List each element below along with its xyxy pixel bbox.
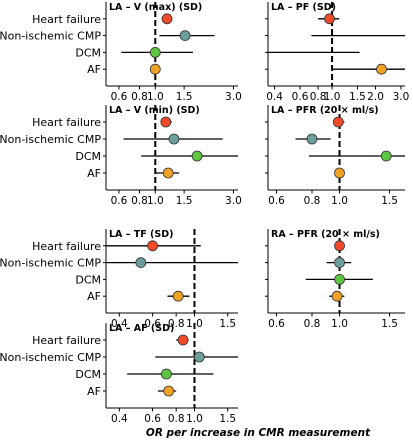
x-tick-label: 0.6 — [292, 91, 309, 103]
estimate-point-heart-failure — [160, 116, 172, 128]
estimate-point-af — [149, 63, 161, 75]
x-tick-label: 0.4 — [111, 413, 128, 425]
row-label-af: AF — [87, 63, 101, 76]
x-tick-label: 1.0 — [331, 318, 348, 330]
x-tick-label: 0.8 — [168, 413, 185, 425]
row-label-heart-failure: Heart failure — [32, 240, 101, 253]
row-label-non-ischemic-cmp: Non-ischemic CMP — [0, 30, 101, 43]
x-tick-label: 1.0 — [186, 413, 203, 425]
estimate-point-dcm — [380, 150, 392, 162]
panel-title: LA – PFR (20 × ml/s) — [271, 105, 379, 116]
x-tick-label: 1.5 — [349, 91, 366, 103]
row-label-heart-failure: Heart failure — [32, 334, 101, 347]
x-tick-label: 1.5 — [176, 195, 193, 207]
estimate-point-dcm — [334, 273, 345, 285]
x-tick-label: 3.0 — [225, 91, 242, 103]
row-label-af: AF — [87, 385, 101, 398]
estimate-point-non-ischemic-cmp — [168, 133, 180, 145]
estimate-point-dcm — [191, 150, 203, 162]
x-tick-label: 3.0 — [225, 195, 242, 207]
estimate-point-heart-failure — [332, 116, 344, 128]
panel-title: RA – PFR (20 × ml/s) — [271, 229, 380, 240]
x-tick-label: 0.8 — [304, 318, 321, 330]
x-tick-label: 1.0 — [331, 195, 348, 207]
x-tick-label: 0.6 — [268, 318, 285, 330]
row-label-af: AF — [87, 167, 101, 180]
x-tick-label: 0.6 — [144, 413, 161, 425]
x-tick-label: 1.0 — [147, 195, 164, 207]
x-tick-label: 1.0 — [147, 91, 164, 103]
row-label-non-ischemic-cmp: Non-ischemic CMP — [0, 257, 101, 270]
estimate-point-af — [172, 290, 184, 302]
x-tick-label: 1.5 — [219, 318, 236, 330]
row-label-non-ischemic-cmp: Non-ischemic CMP — [0, 133, 101, 146]
x-axis-title: OR per increase in CMR measurement — [146, 427, 371, 439]
row-label-dcm: DCM — [75, 273, 101, 286]
x-tick-label: 0.6 — [111, 195, 128, 207]
panel-title: LA – PF (SD) — [271, 2, 336, 13]
estimate-point-af — [334, 167, 345, 179]
x-tick-label: 1.5 — [381, 318, 398, 330]
panel-title: LA – AF (SD) — [109, 323, 174, 334]
estimate-point-non-ischemic-cmp — [193, 351, 205, 363]
row-label-dcm: DCM — [75, 150, 101, 163]
estimate-point-af — [376, 63, 387, 75]
estimate-point-heart-failure — [161, 13, 173, 25]
row-label-heart-failure: Heart failure — [32, 116, 101, 129]
row-label-dcm: DCM — [75, 368, 101, 381]
x-tick-label: 1.0 — [324, 91, 341, 103]
x-tick-label: 0.8 — [168, 318, 185, 330]
row-label-heart-failure: Heart failure — [32, 13, 101, 26]
x-tick-label: 0.4 — [266, 91, 283, 103]
x-tick-label: 0.8 — [131, 91, 148, 103]
estimate-point-non-ischemic-cmp — [334, 257, 345, 269]
x-tick-label: 0.8 — [304, 195, 321, 207]
forest-panel-ra-pfr-20-ml-s: RA – PFR (20 × ml/s) 0.6 0.8 1.0 1.5 — [265, 229, 405, 330]
estimate-point-heart-failure — [177, 334, 189, 346]
x-tick-label: 0.6 — [268, 195, 285, 207]
x-tick-label: 3.0 — [393, 91, 410, 103]
x-tick-label: 0.8 — [310, 91, 327, 103]
estimate-point-dcm — [149, 47, 161, 58]
row-label-non-ischemic-cmp: Non-ischemic CMP — [0, 351, 101, 364]
estimate-point-heart-failure — [334, 240, 345, 252]
forest-panel-la-pfr-20-ml-s: LA – PFR (20 × ml/s) 0.6 0.8 1.0 1.5 — [265, 105, 405, 207]
panel-title: LA – TF (SD) — [109, 229, 173, 240]
x-tick-label: 0.6 — [111, 91, 128, 103]
x-tick-label: 0.4 — [111, 318, 128, 330]
x-tick-label: 1.5 — [176, 91, 193, 103]
estimate-point-dcm — [160, 368, 172, 380]
x-tick-label: 2.0 — [367, 91, 384, 103]
forest-panel-la-pf-sd: LA – PF (SD) 0.4 0.6 0.81.0 1.5 2.0 3.0 — [265, 2, 409, 103]
estimate-point-non-ischemic-cmp — [306, 133, 318, 145]
estimate-point-non-ischemic-cmp — [135, 257, 147, 269]
row-label-af: AF — [87, 290, 101, 303]
x-tick-label: 1.5 — [381, 195, 398, 207]
estimate-point-af — [331, 290, 343, 302]
x-tick-label: 0.6 — [144, 318, 161, 330]
estimate-point-non-ischemic-cmp — [179, 30, 191, 41]
estimate-point-af — [163, 385, 175, 397]
estimate-point-heart-failure — [324, 13, 335, 25]
row-label-dcm: DCM — [75, 46, 101, 59]
x-tick-label: 0.8 — [131, 195, 148, 207]
x-tick-label: 1.5 — [219, 413, 236, 425]
forest-panel-la-af-sd: LA – AF (SD) 0.4 0.6 0.8 1.0 1.5 Heart failure… — [0, 323, 238, 425]
estimate-point-af — [162, 167, 174, 179]
estimate-point-heart-failure — [147, 240, 158, 252]
